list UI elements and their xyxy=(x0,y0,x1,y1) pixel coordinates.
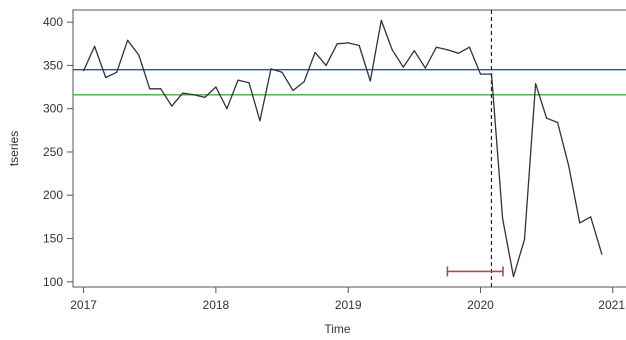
data-point xyxy=(127,39,129,41)
y-tick-label: 200 xyxy=(43,188,63,202)
x-tick-label: 2019 xyxy=(335,298,362,312)
data-point xyxy=(490,73,493,75)
data-point xyxy=(93,45,96,47)
data-point xyxy=(601,253,603,255)
data-point xyxy=(303,81,305,83)
data-point xyxy=(160,88,162,90)
data-point xyxy=(468,46,471,48)
data-point xyxy=(336,43,338,45)
x-tick-label: 2017 xyxy=(70,298,97,312)
y-tick-label: 300 xyxy=(43,102,63,116)
y-axis-title: tseries xyxy=(7,131,21,166)
data-point xyxy=(325,64,327,66)
data-point xyxy=(424,67,426,69)
data-point xyxy=(402,66,404,68)
reference-lines xyxy=(73,10,626,287)
data-point xyxy=(248,82,250,84)
data-point xyxy=(171,105,173,107)
data-point xyxy=(149,88,151,90)
data-point xyxy=(479,73,482,75)
data-point xyxy=(105,76,107,79)
y-tick-label: 250 xyxy=(43,145,63,159)
data-point xyxy=(446,49,448,51)
data-point xyxy=(358,44,360,47)
series-line xyxy=(83,19,603,278)
data-point xyxy=(226,108,228,110)
data-point xyxy=(369,80,371,82)
data-point xyxy=(380,19,382,21)
interval-marker xyxy=(446,266,504,277)
data-point xyxy=(457,52,459,54)
data-point xyxy=(237,79,239,81)
data-point xyxy=(314,51,316,54)
x-axis-title: Time xyxy=(324,322,351,336)
data-point xyxy=(523,238,526,240)
data-point xyxy=(512,276,515,278)
x-axis: 2017 2018 2019 2020 2021 xyxy=(70,287,625,312)
data-point xyxy=(579,222,581,224)
data-point xyxy=(270,68,272,70)
data-point xyxy=(546,117,548,119)
data-point xyxy=(138,54,140,56)
data-point xyxy=(557,121,559,124)
x-tick-label: 2020 xyxy=(467,298,494,312)
series-layer xyxy=(82,19,603,278)
data-point xyxy=(292,89,294,92)
data-point xyxy=(590,216,592,218)
data-point xyxy=(391,49,393,51)
y-tick-label: 400 xyxy=(43,15,63,29)
x-tick-label: 2021 xyxy=(598,298,625,312)
data-point xyxy=(535,82,537,85)
y-tick-label: 100 xyxy=(43,275,63,289)
data-point xyxy=(568,165,570,167)
data-point xyxy=(501,218,504,220)
data-point xyxy=(259,120,261,122)
y-tick-label: 350 xyxy=(43,58,63,72)
y-tick-label: 150 xyxy=(43,232,63,246)
y-axis: 100 150 200 250 300 350 400 xyxy=(43,15,73,289)
data-point xyxy=(182,92,184,94)
data-point xyxy=(116,71,118,73)
data-point xyxy=(413,50,415,52)
data-point xyxy=(281,71,283,73)
data-point xyxy=(347,42,349,44)
x-tick-label: 2018 xyxy=(203,298,230,312)
plot-frame xyxy=(72,9,626,288)
data-point xyxy=(82,69,85,72)
data-point xyxy=(435,46,438,48)
data-point xyxy=(193,94,195,96)
data-point xyxy=(215,86,217,88)
data-point xyxy=(204,96,206,99)
